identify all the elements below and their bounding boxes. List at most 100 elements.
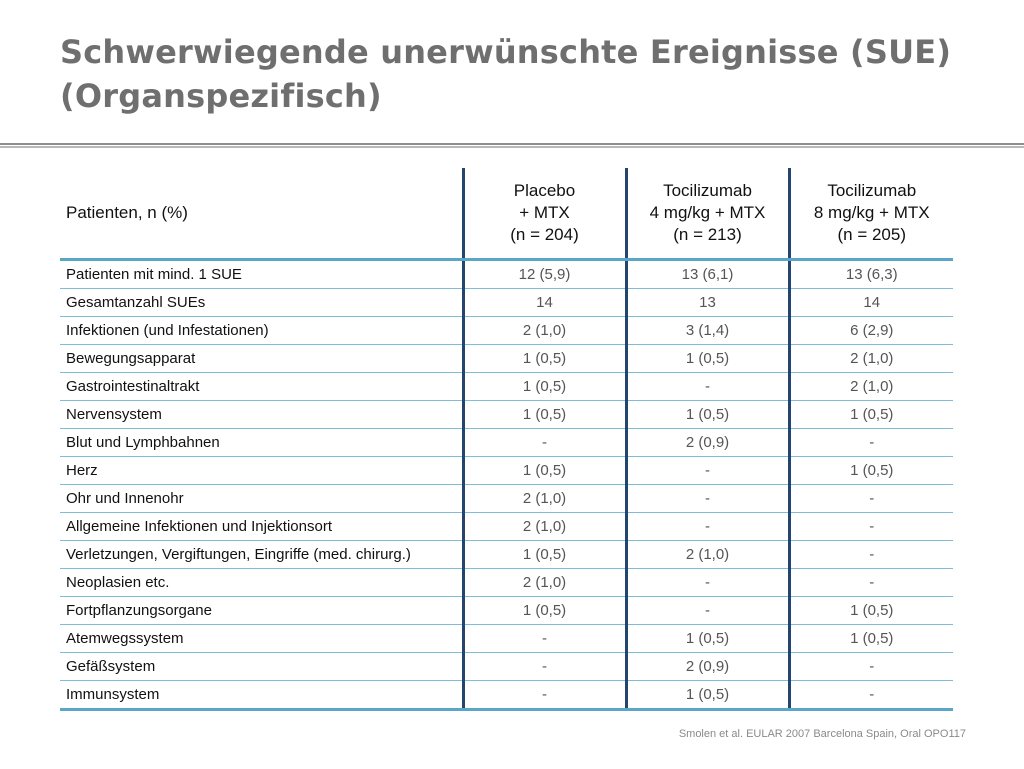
cell-tcz-8mg: - <box>787 428 953 457</box>
column-header-line: (n = 205) <box>837 225 906 244</box>
row-label: Neoplasien etc. <box>60 568 463 597</box>
cell-tcz-4mg: 2 (0,9) <box>624 428 789 457</box>
cell-placebo: 1 (0,5) <box>461 540 626 569</box>
column-header-line: 4 mg/kg + MTX <box>649 203 766 222</box>
cell-tcz-4mg: 1 (0,5) <box>624 400 789 429</box>
table-row: Verletzungen, Vergiftungen, Eingriffe (m… <box>60 540 953 569</box>
cell-placebo: 14 <box>461 288 626 317</box>
column-header-line: Tocilizumab <box>663 181 752 200</box>
cell-tcz-8mg: 1 (0,5) <box>787 456 953 485</box>
cell-placebo: 1 (0,5) <box>461 372 626 401</box>
slide-title-line-2: (Organspezifisch) <box>60 77 382 115</box>
row-label: Blut und Lymphbahnen <box>60 428 463 457</box>
cell-tcz-8mg: 2 (1,0) <box>787 344 953 373</box>
cell-tcz-4mg: 13 <box>624 288 789 317</box>
cell-tcz-4mg: 2 (1,0) <box>624 540 789 569</box>
table-row: Gesamtanzahl SUEs 14 13 14 <box>60 288 953 317</box>
cell-tcz-8mg: 6 (2,9) <box>787 316 953 345</box>
sae-table: Patienten, n (%) Placebo + MTX (n = 204)… <box>60 168 953 711</box>
table-row: Infektionen (und Infestationen) 2 (1,0) … <box>60 316 953 345</box>
row-label: Verletzungen, Vergiftungen, Eingriffe (m… <box>60 540 463 569</box>
cell-placebo: - <box>461 624 626 653</box>
row-label: Patienten mit mind. 1 SUE <box>60 259 463 289</box>
table-row: Fortpflanzungsorgane 1 (0,5) - 1 (0,5) <box>60 596 953 625</box>
table-row: Nervensystem 1 (0,5) 1 (0,5) 1 (0,5) <box>60 400 953 429</box>
cell-placebo: 1 (0,5) <box>461 400 626 429</box>
table-row: Ohr und Innenohr 2 (1,0) - - <box>60 484 953 513</box>
table-row: Immunsystem - 1 (0,5) - <box>60 680 953 711</box>
row-label: Herz <box>60 456 463 485</box>
row-label: Gefäßsystem <box>60 652 463 681</box>
row-label: Nervensystem <box>60 400 463 429</box>
sae-table-container: Patienten, n (%) Placebo + MTX (n = 204)… <box>60 168 953 711</box>
row-label: Ohr und Innenohr <box>60 484 463 513</box>
cell-tcz-4mg: - <box>624 512 789 541</box>
cell-tcz-8mg: 1 (0,5) <box>787 400 953 429</box>
row-label: Gesamtanzahl SUEs <box>60 288 463 317</box>
column-header-line: Placebo <box>513 181 576 200</box>
row-label: Bewegungsapparat <box>60 344 463 373</box>
table-row: Allgemeine Infektionen und Injektionsort… <box>60 512 953 541</box>
column-header-line: + MTX <box>519 203 570 222</box>
cell-tcz-8mg: 1 (0,5) <box>787 624 953 653</box>
cell-tcz-8mg: 14 <box>787 288 953 317</box>
cell-placebo: 2 (1,0) <box>461 316 626 345</box>
cell-placebo: 12 (5,9) <box>461 259 626 289</box>
table-row: Gastrointestinaltrakt 1 (0,5) - 2 (1,0) <box>60 372 953 401</box>
column-header-placebo: Placebo + MTX (n = 204) <box>461 168 626 261</box>
cell-tcz-8mg: 13 (6,3) <box>787 259 953 289</box>
cell-tcz-8mg: - <box>787 540 953 569</box>
table-row: Neoplasien etc. 2 (1,0) - - <box>60 568 953 597</box>
table-row: Patienten mit mind. 1 SUE 12 (5,9) 13 (6… <box>60 259 953 289</box>
column-header-line: (n = 213) <box>673 225 742 244</box>
row-label: Allgemeine Infektionen und Injektionsort <box>60 512 463 541</box>
cell-tcz-8mg: - <box>787 680 953 711</box>
row-label: Atemwegssystem <box>60 624 463 653</box>
citation-footnote: Smolen et al. EULAR 2007 Barcelona Spain… <box>678 728 966 740</box>
column-header-line: Tocilizumab <box>827 181 917 200</box>
cell-placebo: 2 (1,0) <box>461 484 626 513</box>
cell-tcz-4mg: - <box>624 456 789 485</box>
cell-tcz-4mg: 1 (0,5) <box>624 680 789 711</box>
row-label: Infektionen (und Infestationen) <box>60 316 463 345</box>
cell-placebo: 1 (0,5) <box>461 596 626 625</box>
cell-tcz-4mg: - <box>624 596 789 625</box>
cell-placebo: 1 (0,5) <box>461 456 626 485</box>
cell-tcz-8mg: - <box>787 568 953 597</box>
cell-tcz-4mg: 3 (1,4) <box>624 316 789 345</box>
cell-tcz-4mg: 1 (0,5) <box>624 344 789 373</box>
cell-tcz-8mg: 1 (0,5) <box>787 596 953 625</box>
cell-placebo: 2 (1,0) <box>461 568 626 597</box>
cell-tcz-4mg: - <box>624 568 789 597</box>
table-row: Blut und Lymphbahnen - 2 (0,9) - <box>60 428 953 457</box>
slide-title: Schwerwiegende unerwünschte Ereignisse (… <box>60 30 951 118</box>
table-row: Herz 1 (0,5) - 1 (0,5) <box>60 456 953 485</box>
cell-tcz-4mg: 13 (6,1) <box>624 259 789 289</box>
cell-tcz-8mg: - <box>787 512 953 541</box>
cell-tcz-4mg: 2 (0,9) <box>624 652 789 681</box>
cell-tcz-4mg: - <box>624 484 789 513</box>
slide-title-line-1: Schwerwiegende unerwünschte Ereignisse (… <box>60 33 952 71</box>
row-label: Immunsystem <box>60 680 463 711</box>
cell-placebo: 2 (1,0) <box>461 512 626 541</box>
cell-placebo: - <box>461 680 626 711</box>
cell-tcz-4mg: 1 (0,5) <box>624 624 789 653</box>
cell-placebo: - <box>461 428 626 457</box>
title-divider <box>0 143 1024 148</box>
cell-placebo: 1 (0,5) <box>461 344 626 373</box>
table-row: Bewegungsapparat 1 (0,5) 1 (0,5) 2 (1,0) <box>60 344 953 373</box>
row-label: Fortpflanzungsorgane <box>60 596 463 625</box>
cell-tcz-8mg: 2 (1,0) <box>787 372 953 401</box>
cell-tcz-4mg: - <box>624 372 789 401</box>
cell-placebo: - <box>461 652 626 681</box>
column-header-line: 8 mg/kg + MTX <box>813 203 930 222</box>
cell-tcz-8mg: - <box>787 652 953 681</box>
column-header-tcz-8mg: Tocilizumab 8 mg/kg + MTX (n = 205) <box>787 168 953 261</box>
column-header-tcz-4mg: Tocilizumab 4 mg/kg + MTX (n = 213) <box>624 168 789 261</box>
row-label: Gastrointestinaltrakt <box>60 372 463 401</box>
table-header-row: Patienten, n (%) Placebo + MTX (n = 204)… <box>60 168 953 261</box>
table-row: Atemwegssystem - 1 (0,5) 1 (0,5) <box>60 624 953 653</box>
cell-tcz-8mg: - <box>787 484 953 513</box>
row-header-label: Patienten, n (%) <box>60 168 463 261</box>
table-row: Gefäßsystem - 2 (0,9) - <box>60 652 953 681</box>
